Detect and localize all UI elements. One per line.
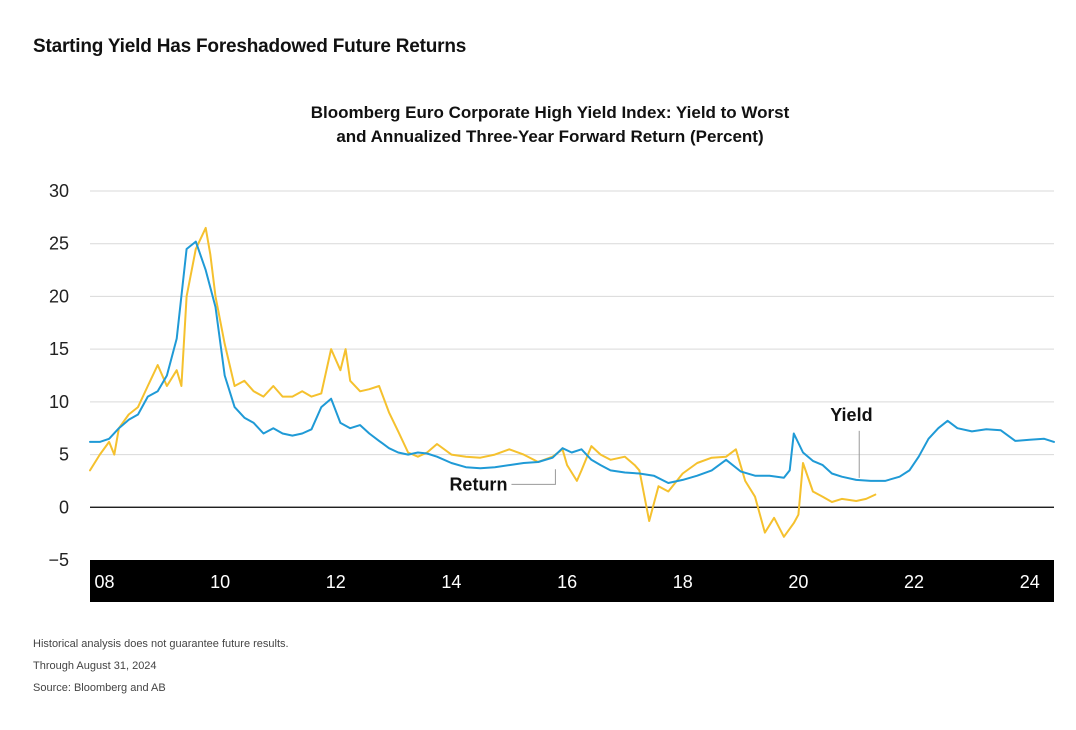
x-tick-label: 14 xyxy=(441,572,461,592)
annotations: Yield Return xyxy=(449,405,872,495)
series-lines xyxy=(89,226,1055,538)
y-tick-label: 0 xyxy=(59,497,69,517)
x-tick-labels: 08 10 12 14 16 18 20 22 24 xyxy=(94,572,1039,592)
y-tick-label: 20 xyxy=(49,286,69,306)
x-tick-label: 08 xyxy=(94,572,114,592)
y-tick-labels: −5 0 5 10 15 20 25 30 xyxy=(48,181,69,570)
footnote-through-date: Through August 31, 2024 xyxy=(33,660,157,672)
y-tick-label: 25 xyxy=(49,234,69,254)
footnote-source: Source: Bloomberg and AB xyxy=(33,682,166,694)
annotation-leader-return xyxy=(511,469,556,485)
y-tick-label: 5 xyxy=(59,445,69,465)
chart-title-line-1: Bloomberg Euro Corporate High Yield Inde… xyxy=(310,103,790,122)
grid-layer xyxy=(90,190,1054,508)
series-line-return xyxy=(89,226,877,538)
x-tick-label: 12 xyxy=(326,572,346,592)
y-tick-label: 15 xyxy=(49,339,69,359)
series-line-yield xyxy=(89,240,1055,484)
footnote-disclaimer: Historical analysis does not guarantee f… xyxy=(33,638,289,650)
x-tick-label: 16 xyxy=(557,572,577,592)
x-tick-label: 18 xyxy=(673,572,693,592)
x-tick-label: 10 xyxy=(210,572,230,592)
chart-title-line-2: and Annualized Three-Year Forward Return… xyxy=(336,127,764,146)
x-tick-label: 24 xyxy=(1020,572,1040,592)
x-axis-band xyxy=(90,560,1054,602)
x-tick-label: 20 xyxy=(788,572,808,592)
x-tick-label: 22 xyxy=(904,572,924,592)
annotation-label-yield: Yield xyxy=(830,405,872,425)
y-tick-label: 30 xyxy=(49,181,69,201)
y-tick-label: −5 xyxy=(48,550,69,570)
annotation-label-return: Return xyxy=(449,474,507,494)
headline: Starting Yield Has Foreshadowed Future R… xyxy=(33,36,467,57)
y-tick-label: 10 xyxy=(49,392,69,412)
